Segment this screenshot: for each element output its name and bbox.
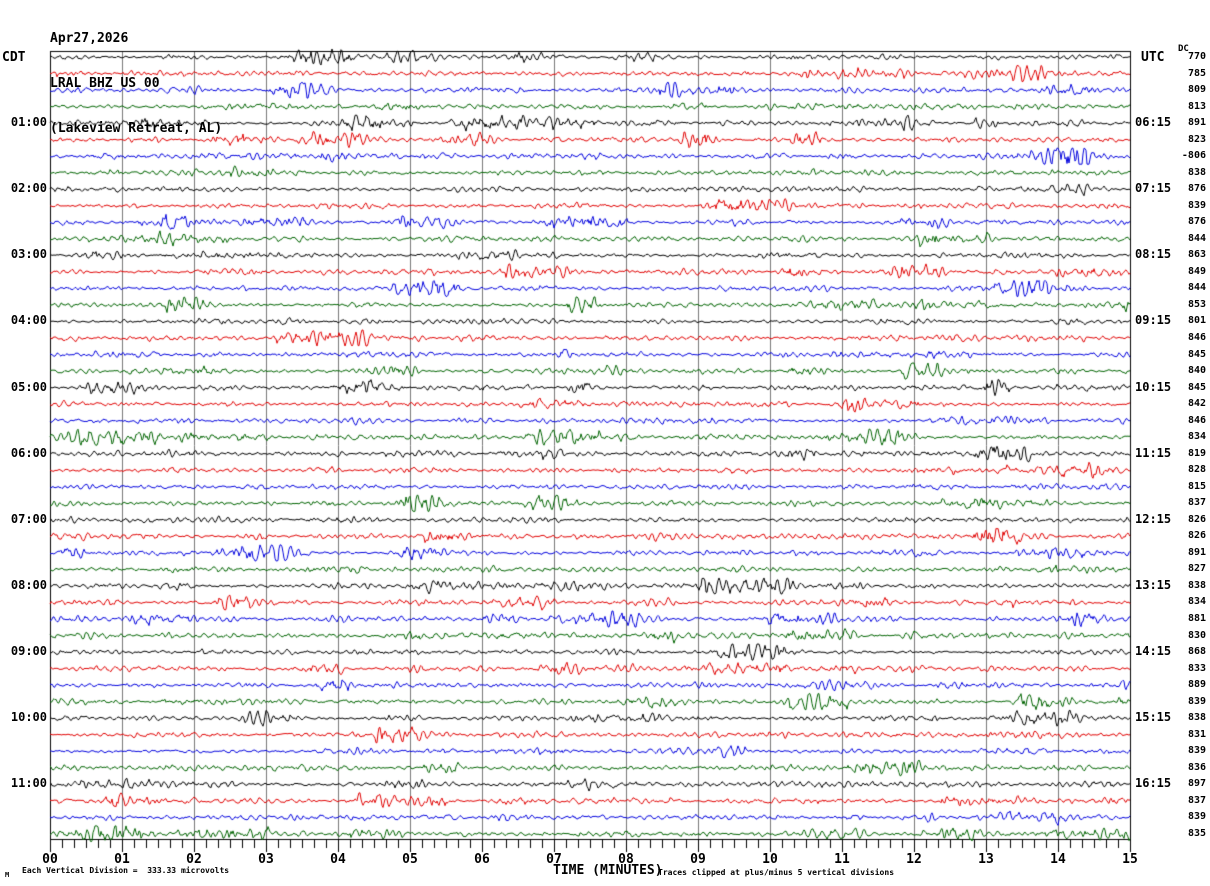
- x-tick-label: 06: [474, 852, 490, 867]
- utc-hour-label: 13:15: [1135, 577, 1172, 592]
- x-tick-label: 10: [762, 852, 778, 867]
- utc-hour-label: 12:15: [1135, 511, 1172, 526]
- dc-value: 839: [1187, 199, 1206, 211]
- station-label: LRAL BHZ US 00: [50, 76, 160, 91]
- clip-note: Traces clipped at plus/minus 5 vertical …: [658, 868, 895, 877]
- dc-value: 839: [1187, 695, 1206, 707]
- cdt-hour-label: 06:00: [10, 445, 47, 460]
- dc-offset-header: DC: [1178, 44, 1189, 54]
- dc-value: 844: [1187, 282, 1206, 294]
- utc-hour-label: 10:15: [1135, 379, 1172, 394]
- corner-mark: M: [5, 871, 10, 879]
- dc-value: 881: [1187, 613, 1206, 625]
- utc-hour-label: 16:15: [1135, 776, 1172, 791]
- cdt-hour-label: 05:00: [10, 379, 47, 394]
- dc-value: 897: [1187, 778, 1206, 790]
- dc-value: 770: [1187, 51, 1206, 62]
- dc-value: 819: [1187, 447, 1206, 459]
- dc-value: 835: [1187, 827, 1206, 839]
- x-tick-label: 11: [834, 852, 850, 867]
- dc-value: 853: [1187, 298, 1206, 310]
- dc-value: 826: [1187, 530, 1206, 542]
- dc-value: 785: [1187, 67, 1206, 79]
- dc-value: 889: [1187, 679, 1206, 691]
- x-tick-label: 08: [618, 852, 634, 867]
- dc-value: 876: [1187, 216, 1206, 228]
- dc-value: 839: [1187, 811, 1206, 823]
- dc-value: 813: [1187, 100, 1206, 112]
- dc-value: 838: [1187, 166, 1206, 178]
- dc-value: 834: [1187, 431, 1206, 443]
- right-timezone-label: UTC: [1141, 50, 1165, 65]
- x-tick-label: 05: [402, 852, 418, 867]
- dc-value: 863: [1187, 249, 1206, 261]
- dc-value: 837: [1187, 497, 1206, 509]
- dc-value: 838: [1187, 712, 1206, 724]
- dc-value: 876: [1187, 183, 1206, 195]
- dc-value: 849: [1187, 265, 1206, 277]
- dc-value: 801: [1187, 315, 1206, 327]
- x-tick-label: 07: [546, 852, 562, 867]
- utc-hour-label: 09:15: [1135, 313, 1172, 328]
- scale-note: Each Vertical Division = 333.33 microvol…: [22, 866, 230, 875]
- utc-hour-label: 14:15: [1135, 644, 1172, 659]
- x-tick-label: 14: [1050, 852, 1066, 867]
- cdt-hour-label: 08:00: [10, 577, 47, 592]
- dc-value: 839: [1187, 745, 1206, 757]
- cdt-hour-label: 07:00: [10, 511, 47, 526]
- dc-value: 831: [1187, 728, 1206, 740]
- dc-value: 842: [1187, 398, 1206, 410]
- dc-value: 826: [1187, 513, 1206, 525]
- location-label: (Lakeview Retreat, AL): [50, 121, 223, 136]
- cdt-hour-label: 03:00: [10, 247, 47, 262]
- plot-header: Apr27,2026 LRAL BHZ US 00 (Lakeview Retr…: [50, 1, 222, 166]
- cdt-hour-label: 11:00: [10, 776, 47, 791]
- x-tick-label: 13: [978, 852, 994, 867]
- dc-value: 840: [1187, 365, 1206, 377]
- dc-value: 827: [1187, 563, 1206, 575]
- x-tick-label: 09: [690, 852, 706, 867]
- dc-value: 868: [1187, 646, 1206, 658]
- utc-hour-label: 07:15: [1135, 181, 1172, 196]
- dc-value: 891: [1187, 117, 1206, 129]
- dc-value: 836: [1187, 761, 1206, 773]
- dc-value: 838: [1187, 579, 1206, 591]
- dc-value: 846: [1187, 332, 1206, 343]
- x-tick-label: 15: [1122, 852, 1138, 867]
- date-label: Apr27,2026: [50, 31, 129, 46]
- dc-value: 845: [1187, 348, 1206, 360]
- dc-value: 828: [1187, 464, 1206, 476]
- dc-value: 844: [1187, 232, 1206, 244]
- x-tick-label: 12: [906, 852, 922, 867]
- x-tick-label: 03: [258, 852, 274, 867]
- dc-value: 834: [1187, 596, 1206, 608]
- dc-value: 845: [1187, 381, 1206, 393]
- utc-hour-label: 11:15: [1135, 445, 1172, 460]
- x-tick-label: 02: [186, 852, 202, 867]
- utc-hour-label: 08:15: [1135, 247, 1172, 262]
- dc-value: 830: [1187, 629, 1206, 641]
- x-tick-label: 01: [114, 852, 130, 867]
- x-tick-label: 00: [42, 852, 58, 867]
- left-timezone-label: CDT: [2, 50, 26, 65]
- cdt-hour-label: 09:00: [10, 644, 47, 659]
- dc-value: 833: [1187, 662, 1206, 674]
- dc-value: 815: [1187, 480, 1206, 492]
- utc-hour-label: 15:15: [1135, 710, 1172, 725]
- cdt-hour-label: 02:00: [10, 181, 47, 196]
- cdt-hour-label: 01:00: [10, 115, 47, 130]
- dc-value: 846: [1187, 414, 1206, 426]
- dc-value: -806: [1181, 150, 1206, 162]
- dc-value: 809: [1187, 84, 1206, 96]
- dc-value: 837: [1187, 794, 1206, 806]
- cdt-hour-label: 04:00: [10, 313, 47, 328]
- x-axis-title: TIME (MINUTES): [553, 863, 663, 878]
- utc-hour-label: 06:15: [1135, 115, 1172, 130]
- dc-value: 823: [1187, 133, 1206, 145]
- cdt-hour-label: 10:00: [10, 710, 47, 725]
- x-tick-label: 04: [330, 852, 346, 867]
- dc-value: 891: [1187, 546, 1206, 558]
